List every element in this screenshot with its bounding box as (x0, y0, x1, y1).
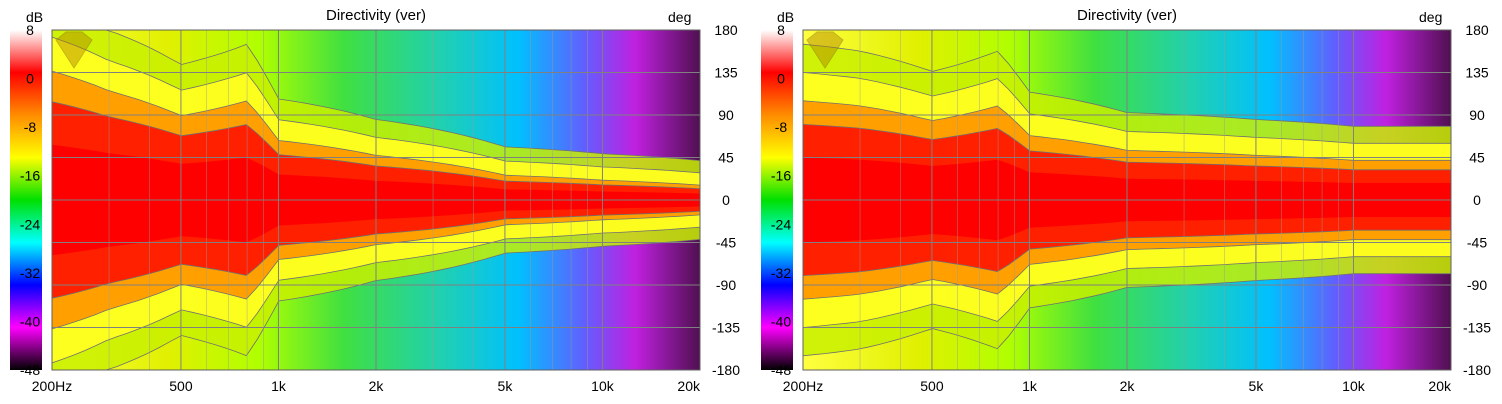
xaxis-tick-label: 10k (591, 378, 615, 394)
xaxis-tick-label: 2k (1120, 378, 1136, 394)
xaxis-tick-label: 2k (369, 378, 385, 394)
xaxis-tick-label: 5k (498, 378, 514, 394)
yaxis-tick-label: -45 (716, 235, 736, 251)
colorbar-tick-label: -48 (771, 362, 791, 378)
plot-border (51, 29, 701, 371)
yaxis-tick-label: 180 (1465, 22, 1489, 38)
colorbar-tick-label: -48 (20, 362, 40, 378)
colorbar-tick-label: -40 (771, 313, 791, 329)
colorbar-tick-label: 8 (777, 22, 785, 38)
colorbar-tick-label: -16 (20, 168, 40, 184)
yaxis-unit-label: deg (668, 9, 691, 25)
chart-group: Directivity (ver) dB deg 8 0 -8 -16 -24 -32 -40 -4… (10, 7, 740, 394)
logo-watermark (55, 31, 93, 69)
colorbar-tick-label: -32 (20, 265, 40, 281)
yaxis-tick-label: 135 (1465, 65, 1489, 81)
yaxis-tick-label: 45 (718, 150, 734, 166)
yaxis-tick-label: -180 (1463, 362, 1491, 378)
xaxis-tick-label: 1k (1022, 378, 1038, 394)
yaxis-tick-label: 135 (714, 65, 738, 81)
yaxis-tick-label: -180 (712, 362, 740, 378)
yaxis-tick-label: 90 (1469, 107, 1485, 123)
yaxis-unit-label: deg (1419, 9, 1442, 25)
yaxis-tick-label: 180 (714, 22, 738, 38)
xaxis-tick-label: 20k (1428, 378, 1452, 394)
logo-shape (55, 31, 93, 69)
colorbar-tick-label: -8 (24, 119, 37, 135)
grid (51, 29, 701, 371)
xaxis-tick-label: 10k (1342, 378, 1366, 394)
xaxis-tick-label: 5k (1249, 378, 1265, 394)
chart-group: Directivity (ver) dB deg 8 0 -8 -16 -24 -32 -40 -4… (761, 7, 1491, 394)
yaxis-tick-label: 0 (722, 192, 730, 208)
xaxis-tick-label: 1k (271, 378, 287, 394)
yaxis-tick-label: 90 (718, 107, 734, 123)
chart-panel-right: Directivity (ver) dB deg 8 0 -8 -16 -24 -32 -40 -4… (751, 0, 1502, 404)
xaxis-tick-label: 200Hz (783, 378, 823, 394)
chart-title: Directivity (ver) (1077, 7, 1177, 24)
colorbar-tick-label: 0 (26, 71, 34, 87)
xaxis-tick-label: 500 (169, 378, 193, 394)
yaxis-tick-label: 0 (1473, 192, 1481, 208)
chart-title: Directivity (ver) (326, 7, 426, 24)
colorbar (761, 30, 793, 370)
colorbar-tick-label: 0 (777, 71, 785, 87)
yaxis-tick-label: -135 (712, 320, 740, 336)
colorbar-unit-label: dB (26, 9, 43, 25)
yaxis-tick-label: -90 (716, 277, 736, 293)
xaxis-tick-label: 500 (920, 378, 944, 394)
xaxis-tick-label: 200Hz (32, 378, 72, 394)
yaxis-tick-label: 45 (1469, 150, 1485, 166)
colorbar-tick-label: -32 (771, 265, 791, 281)
colorbar-tick-label: -40 (20, 313, 40, 329)
colorbar-tick-label: -16 (771, 168, 791, 184)
chart-panel-left: Directivity (ver) dB deg 8 0 -8 -16 -24 -32 -40 -4… (10, 7, 740, 394)
logo-shape (806, 31, 844, 69)
yaxis-tick-label: -135 (1463, 320, 1491, 336)
colorbar-tick-label: 8 (26, 22, 34, 38)
colorbar (10, 30, 42, 370)
colorbar-tick-label: -8 (775, 119, 788, 135)
colorbar-tick-label: -24 (20, 216, 40, 232)
colorbar-unit-label: dB (777, 9, 794, 25)
directivity-chart-left: Directivity (ver) dB deg 8 0 -8 -16 -24 -32 -40 -4… (10, 7, 740, 394)
yaxis-tick-label: -45 (1467, 235, 1487, 251)
yaxis-tick-label: -90 (1467, 277, 1487, 293)
logo-watermark (806, 31, 844, 69)
plot-border (802, 29, 1452, 371)
xaxis-tick-label: 20k (677, 378, 701, 394)
colorbar-tick-label: -24 (771, 216, 791, 232)
directivity-chart-right: Directivity (ver) dB deg 8 0 -8 -16 -24 -32 -40 -4… (761, 7, 1491, 394)
